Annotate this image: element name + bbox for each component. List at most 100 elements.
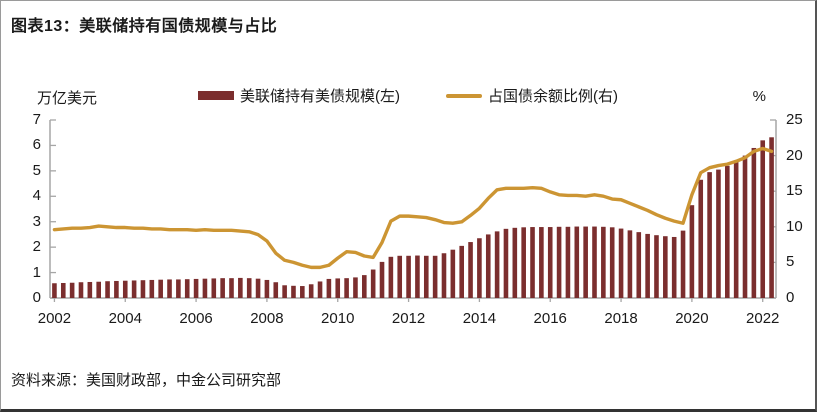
trend-line [52, 146, 774, 270]
y-axis-left-tick-label: 2 [32, 238, 41, 256]
legend: 美联储持有美债规模(左) 占国债余额比例(右) [1, 85, 815, 106]
bar [556, 226, 562, 298]
bar [601, 226, 606, 298]
y-axis-right-tick-label: 15 [786, 182, 803, 200]
bar [769, 137, 774, 298]
bar [415, 255, 420, 298]
bar [264, 279, 270, 298]
bar [733, 161, 739, 298]
bar [105, 281, 110, 298]
bar [78, 282, 84, 298]
bar [636, 232, 642, 298]
bar [238, 277, 243, 298]
y-axis-right-tick-label: 20 [786, 146, 803, 164]
bar [335, 278, 341, 298]
bar [122, 280, 128, 298]
bar [246, 278, 252, 298]
bar [716, 169, 721, 298]
y-axis-left-tick-label: 1 [32, 263, 41, 281]
bar [618, 228, 624, 298]
bar [184, 279, 190, 298]
bar [663, 236, 668, 298]
bar [229, 278, 234, 298]
legend-item-line: 占国债余额比例(右) [446, 85, 618, 106]
legend-item-label: 美联储持有美债规模(左) [240, 88, 400, 105]
bar [503, 228, 509, 298]
bar [291, 285, 296, 298]
bar [565, 226, 571, 298]
bar [353, 277, 358, 298]
bar [370, 269, 376, 298]
bar [211, 278, 217, 298]
y-axis-left-tick-label: 7 [32, 111, 41, 128]
bar [645, 233, 650, 298]
bar [698, 179, 704, 298]
bar [680, 230, 686, 298]
legend-line-swatch [446, 93, 482, 98]
bar [512, 227, 518, 298]
bar [547, 227, 553, 298]
bar [707, 172, 712, 298]
bar [583, 226, 588, 298]
bar [441, 253, 447, 298]
bar [494, 231, 500, 298]
bar [751, 147, 757, 298]
bar [344, 278, 349, 298]
x-axis-tick-label: 2018 [604, 310, 638, 327]
bar [671, 236, 677, 298]
y-axis-left-tick-label: 5 [32, 161, 41, 179]
bar [317, 281, 323, 298]
figure-title: 图表13：美联储持有国债规模与占比 [11, 18, 278, 35]
legend-item-label: 占国债余额比例(右) [488, 88, 618, 105]
bar [379, 261, 385, 298]
bar [574, 226, 580, 298]
bar [167, 279, 172, 298]
bar [60, 282, 66, 298]
x-axis-tick-label: 2002 [37, 310, 72, 327]
bar [273, 282, 279, 298]
x-axis-tick-label: 2008 [250, 310, 284, 327]
bar [69, 282, 75, 298]
bar [530, 227, 535, 298]
bar [592, 226, 597, 298]
x-axis-tick-label: 2022 [746, 310, 780, 327]
y-axis-right-tick-label: 25 [786, 111, 803, 128]
bar [326, 278, 332, 298]
bar [485, 234, 491, 298]
y-axis-right-tick-label: 10 [786, 217, 803, 235]
bar [689, 205, 695, 298]
bar [477, 238, 482, 298]
y-axis-left-tick-label: 3 [32, 212, 41, 230]
bar [282, 285, 287, 298]
y-axis-left-tick-label: 6 [32, 136, 41, 154]
bar [176, 279, 181, 298]
bar [114, 280, 119, 298]
x-axis-tick-label: 2006 [179, 310, 213, 327]
bar [742, 155, 748, 298]
bar [193, 278, 199, 298]
bar [140, 280, 146, 298]
x-axis-tick-label: 2016 [533, 310, 567, 327]
x-axis-tick-label: 2014 [462, 310, 497, 327]
bar [52, 283, 57, 298]
x-axis-tick-label: 2020 [675, 310, 709, 327]
x-axis-tick-label: 2004 [108, 310, 142, 327]
bar [432, 255, 438, 298]
bar [202, 278, 208, 298]
x-axis-tick-label: 2010 [321, 310, 355, 327]
bar [149, 279, 155, 298]
y-axis-right-tick-label: 0 [786, 289, 795, 306]
bar [131, 280, 137, 298]
bar [760, 140, 766, 298]
bar [308, 284, 314, 298]
x-axis-tick-label: 2012 [391, 310, 426, 327]
y-axis-left-tick-label: 4 [32, 187, 41, 205]
bar [468, 242, 473, 298]
bar [609, 227, 615, 298]
right-axis-unit-label: % [752, 88, 766, 105]
bar [539, 227, 544, 298]
bar [459, 245, 464, 298]
bar [423, 255, 429, 298]
